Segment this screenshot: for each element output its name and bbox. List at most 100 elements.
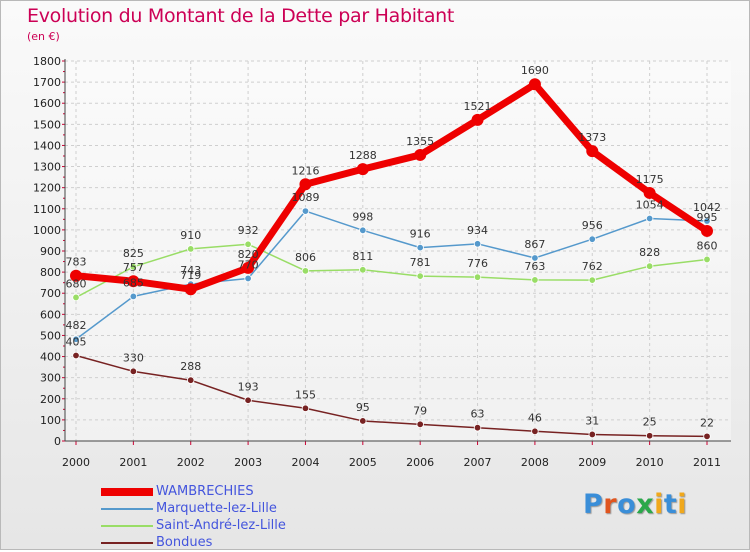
data-point [129,292,138,301]
data-label: 806 [295,251,316,264]
data-label: 811 [352,250,373,263]
data-point [129,367,138,376]
series-line [75,80,709,293]
data-point [645,432,654,440]
data-point [471,113,484,126]
brand-logo: Proxiti [583,489,688,520]
data-point [72,351,80,360]
data-label: 932 [238,224,259,237]
data-label: 680 [66,277,87,290]
data-label: 860 [697,239,718,252]
data-label: 1355 [406,135,434,148]
y-tick-label: 100 [40,414,61,427]
y-tick-label: 200 [40,393,61,406]
data-label: 934 [467,224,488,237]
data-point [588,235,596,243]
data-point [242,261,255,274]
data-label: 482 [66,319,87,332]
data-label: 1216 [291,164,319,177]
data-point [473,273,482,281]
data-label: 757 [123,261,144,274]
data-label: 1042 [693,201,721,214]
data-label: 916 [410,228,431,241]
x-tick-label: 2011 [693,456,721,469]
data-point [473,240,482,248]
data-label: 1054 [636,198,664,211]
x-tick-label: 2002 [177,456,205,469]
data-point [531,276,539,284]
legend-label: Bondues [156,535,213,550]
legend-label: Marquette-lez-Lille [156,501,277,516]
data-label: 867 [524,238,545,251]
y-tick-label: 1100 [33,203,61,216]
data-point [244,240,252,248]
y-tick-label: 0 [54,435,61,448]
data-point [244,274,252,283]
data-label: 910 [180,229,201,242]
data-label: 95 [356,401,370,414]
y-tick-label: 1000 [33,224,61,237]
data-point [301,267,310,275]
data-point [703,217,711,225]
data-point [70,269,82,282]
data-label: 719 [180,269,201,282]
chart-title: Evolution du Montant de la Dette par Hab… [27,5,455,27]
data-point [703,255,711,264]
data-point [416,420,424,429]
data-point [299,178,312,191]
data-label: 1089 [291,191,319,204]
legend-label: Saint-André-lez-Lille [156,518,286,533]
data-point [588,276,596,284]
data-label: 781 [410,256,431,269]
x-tick-label: 2009 [578,456,606,469]
data-point [72,335,80,343]
data-point [127,275,140,288]
data-point [701,224,713,237]
x-tick-label: 2000 [62,456,90,469]
y-tick-label: 1200 [33,182,61,195]
data-point [356,163,369,176]
chart-unit: (en €) [27,30,60,43]
x-tick-label: 2005 [349,456,377,469]
data-point [359,266,367,274]
data-label: 776 [467,257,488,270]
legend-label: WAMBRECHIES [156,484,254,499]
x-tick-label: 2004 [291,456,319,469]
data-point [301,404,310,412]
data-label: 770 [238,258,259,271]
data-point [72,293,80,302]
series-line [75,354,708,438]
data-point [703,432,711,441]
data-point [473,424,482,432]
data-point [359,417,367,425]
series-line [75,243,708,299]
y-tick-label: 400 [40,351,61,364]
data-label: 820 [238,248,259,261]
data-label: 22 [700,416,714,429]
data-label: 25 [643,416,657,429]
data-label: 155 [295,388,316,401]
y-tick-label: 700 [40,287,61,300]
x-tick-label: 2010 [636,456,664,469]
data-label: 31 [585,414,599,427]
y-tick-label: 1600 [33,97,61,110]
data-point [586,145,599,158]
data-point [414,148,427,161]
data-label: 1373 [578,131,606,144]
data-label: 63 [471,408,485,421]
legend-swatch [101,508,153,510]
data-label: 743 [180,264,201,277]
data-point [184,283,197,296]
data-point [531,254,539,262]
data-label: 825 [123,247,144,260]
data-label: 405 [66,336,87,349]
y-tick-label: 300 [40,372,61,385]
x-tick-label: 2008 [521,456,549,469]
data-point [301,207,310,215]
legend-swatch [101,542,153,544]
y-tick-label: 500 [40,329,61,342]
data-point [588,430,596,439]
data-point [531,427,539,435]
data-point [416,243,424,252]
